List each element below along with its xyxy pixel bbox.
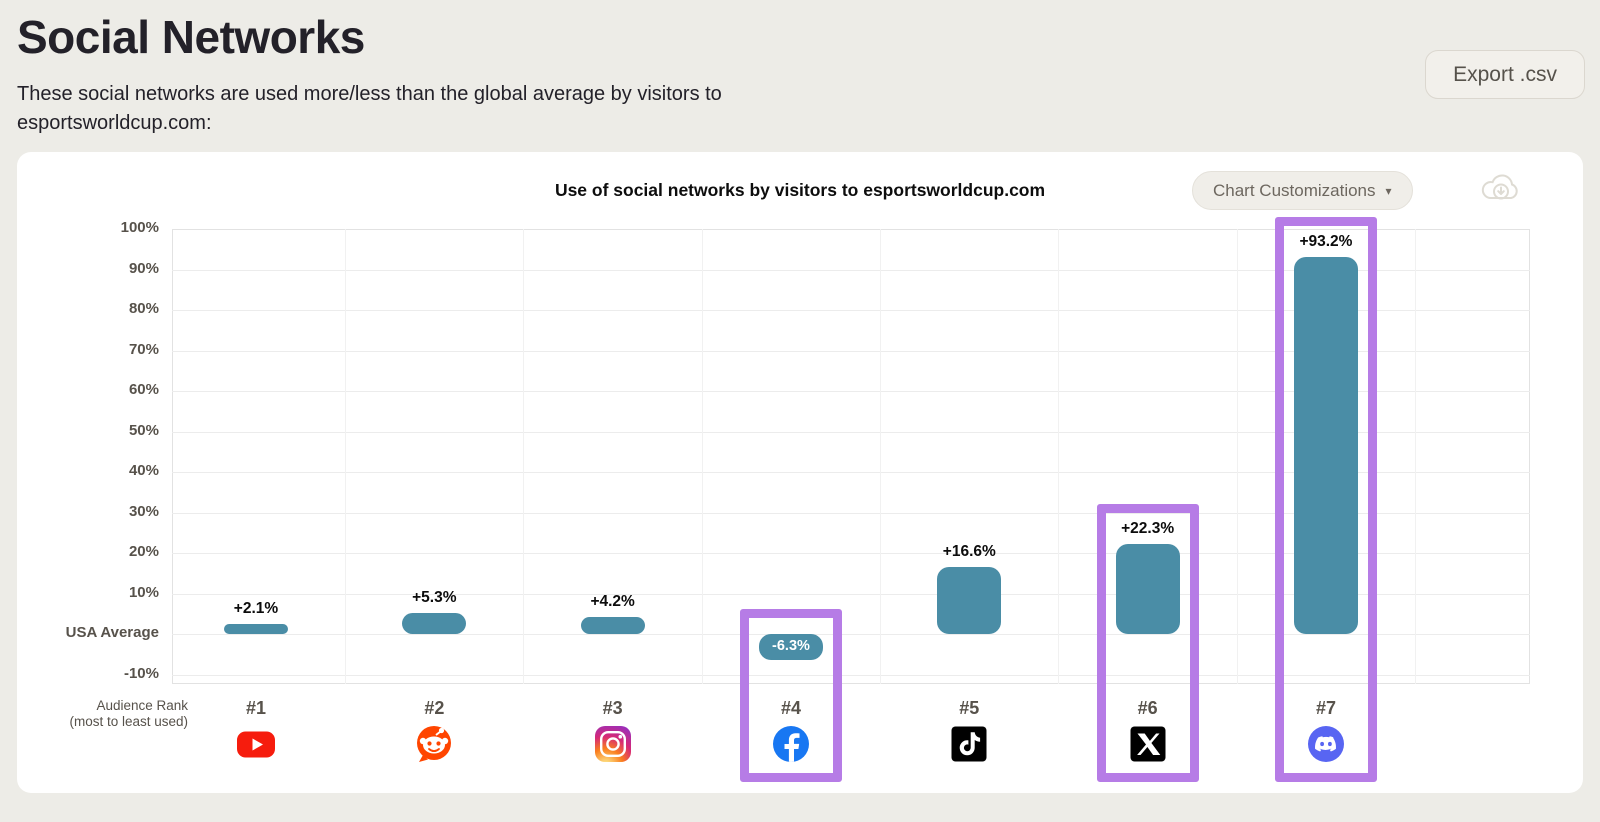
y-gridline [172, 553, 1530, 554]
chevron-down-icon: ▾ [1385, 183, 1392, 198]
bar-value-label: +16.6% [942, 542, 996, 560]
export-csv-button[interactable]: Export .csv [1425, 50, 1585, 99]
rank-label: #6 [1137, 698, 1158, 718]
y-axis-tick-label: USA Average [65, 624, 159, 641]
chart-title: Use of social networks by visitors to es… [554, 180, 1046, 200]
page-title: Social Networks [17, 11, 365, 63]
rank-label: #2 [424, 698, 445, 718]
y-gridline [172, 350, 1530, 352]
plot-area [172, 229, 1530, 684]
rank-label: #1 [245, 698, 267, 718]
page-subtitle: These social networks are used more/less… [17, 83, 722, 134]
y-axis-tick-label: 90% [128, 259, 159, 277]
x-icon [1128, 724, 1168, 764]
y-axis-tick-label: 50% [128, 421, 159, 439]
x-gridline [1058, 229, 1060, 684]
y-axis-tick-label: -10% [123, 664, 159, 682]
youtube-icon [236, 724, 276, 764]
bar-reddit[interactable] [402, 612, 467, 634]
rank-label: #5 [959, 698, 980, 718]
chart-card: Use of social networks by visitors to es… [17, 152, 1583, 793]
y-axis-tick-label: 100% [120, 219, 159, 236]
bar-x[interactable] [1115, 543, 1180, 634]
highlight-box [1274, 216, 1377, 782]
bar-value-label: +4.2% [590, 592, 635, 610]
bar-value-label: +5.3% [412, 588, 457, 606]
tiktok-icon [949, 724, 989, 764]
x-gridline [1415, 229, 1417, 684]
reddit-icon [414, 724, 454, 764]
y-gridline [172, 269, 1530, 271]
bar-youtube[interactable] [224, 624, 288, 634]
bar-discord[interactable] [1293, 256, 1358, 634]
bar-facebook[interactable] [758, 634, 823, 660]
instagram-icon [593, 724, 633, 764]
bar-instagram[interactable] [580, 616, 645, 634]
rank-label: #4 [780, 698, 801, 718]
y-gridline [172, 674, 1530, 676]
bar-value-label: +93.2% [1299, 232, 1353, 250]
cloud-download-icon[interactable] [1481, 172, 1521, 206]
highlight-box [1096, 503, 1199, 782]
bar-tiktok[interactable] [937, 566, 1002, 634]
y-gridline [172, 472, 1530, 473]
facebook-icon [771, 724, 811, 764]
rank-label: #3 [602, 698, 623, 718]
y-axis-tick-label: 30% [128, 502, 159, 520]
y-gridline [172, 310, 1530, 311]
chart-customizations-button[interactable]: Chart Customizations ▾ [1192, 171, 1413, 210]
y-gridline [172, 634, 1530, 635]
x-gridline [523, 229, 525, 684]
y-axis-tick-label: 60% [128, 381, 159, 398]
highlight-box [739, 609, 842, 782]
y-gridline [172, 512, 1530, 514]
rank-label: #7 [1315, 698, 1336, 718]
y-gridline [172, 391, 1530, 392]
y-gridline [172, 593, 1530, 595]
x-gridline [880, 229, 882, 684]
chart-customizations-label: Chart Customizations [1213, 180, 1376, 200]
bar-value-label: +2.1% [233, 600, 279, 617]
discord-icon [1306, 724, 1346, 764]
y-gridline [172, 431, 1530, 433]
y-axis-tick-label: 80% [128, 300, 159, 317]
x-gridline [345, 229, 347, 684]
bar-value-label: +22.3% [1121, 519, 1175, 537]
x-gridline [701, 229, 703, 684]
x-gridline [1236, 229, 1238, 684]
bar-value-label: -6.3% [772, 638, 810, 654]
y-axis-tick-label: 20% [128, 543, 159, 560]
x-axis-caption: Audience Rank (most to least used) [69, 698, 188, 729]
y-axis-tick-label: 40% [128, 462, 159, 479]
y-axis-tick-label: 70% [128, 340, 159, 358]
y-axis-tick-label: 10% [128, 583, 159, 601]
